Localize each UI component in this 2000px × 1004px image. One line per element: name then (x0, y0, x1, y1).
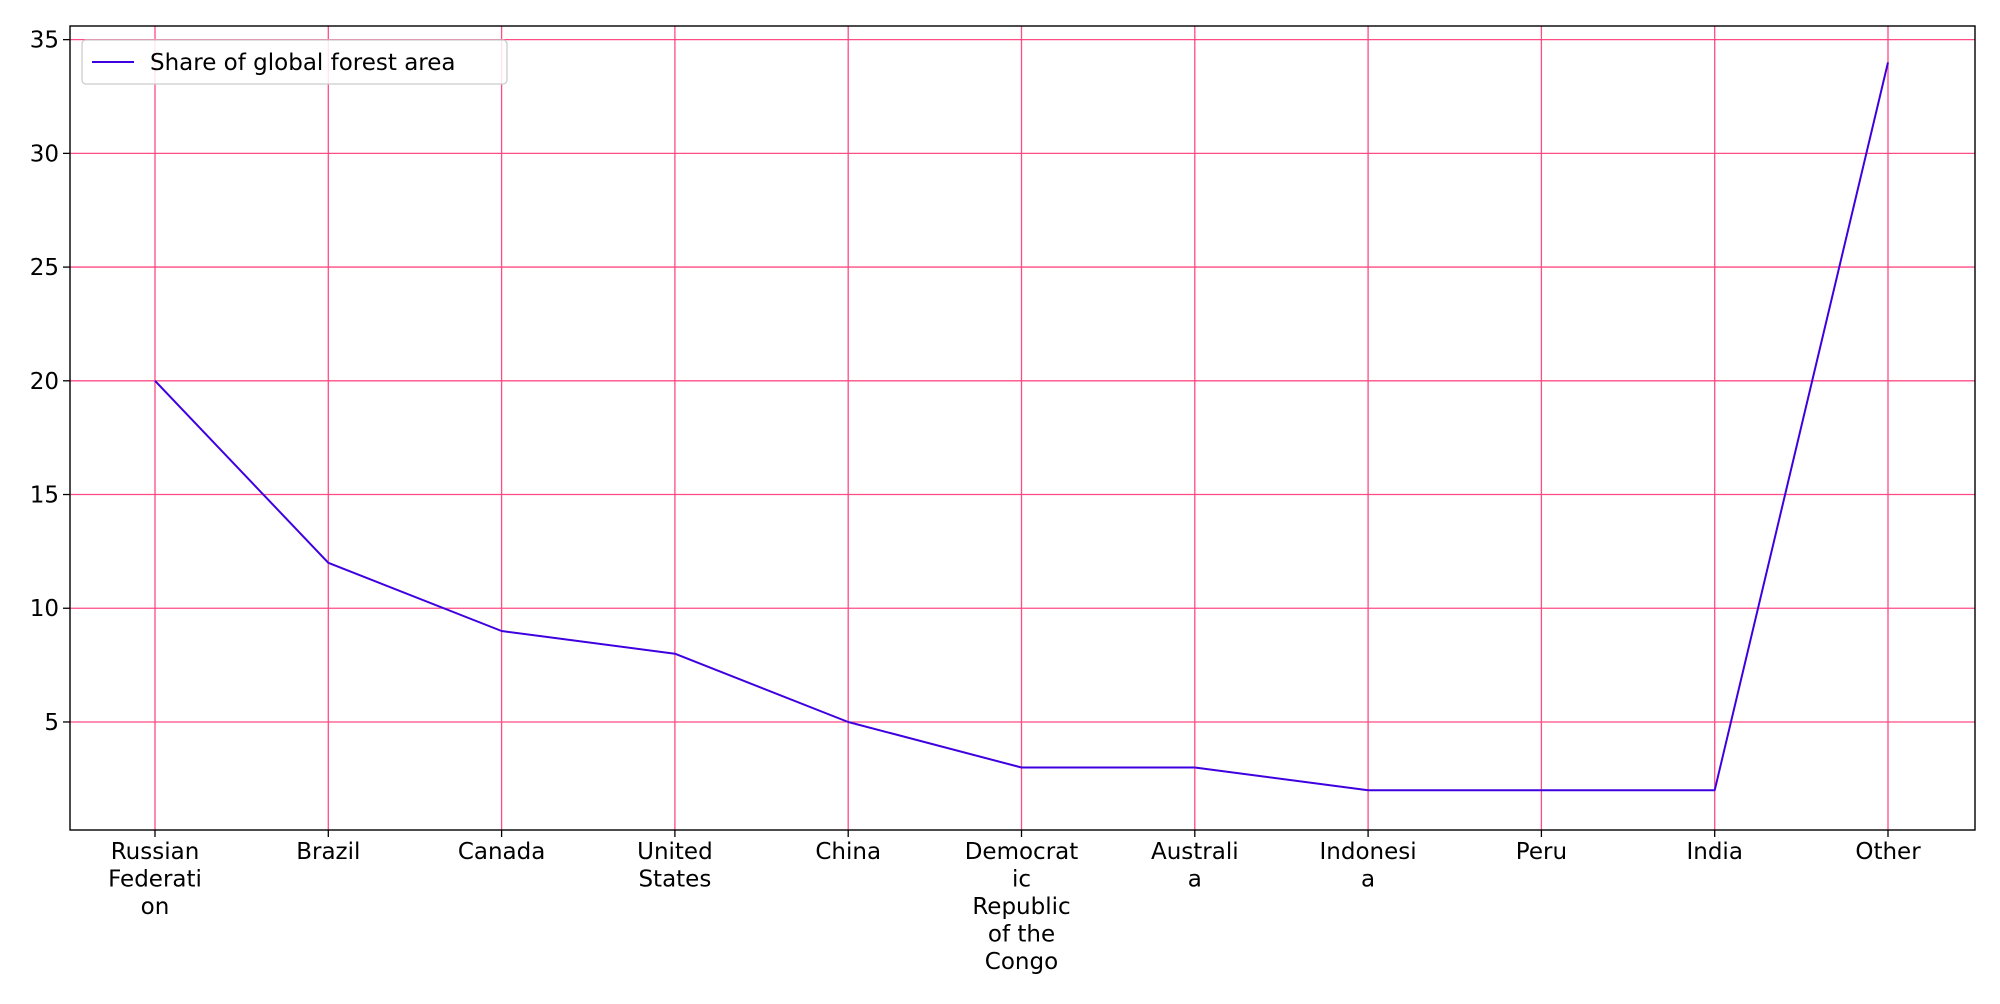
x-tick-label: Canada (458, 839, 546, 865)
x-tick-label-line: Other (1855, 839, 1921, 865)
x-tick-label-line: India (1686, 839, 1742, 865)
grid (70, 26, 1975, 830)
y-tick-label: 10 (30, 596, 59, 622)
legend: Share of global forest area (81, 39, 508, 85)
x-tick-label: Democrat ic Republic of the Congo (965, 839, 1079, 975)
x-tick-label: Other (1855, 839, 1921, 865)
x-tick-label-line: Peru (1516, 839, 1567, 865)
plot-frame (69, 25, 1976, 831)
x-tick-label: India (1686, 839, 1742, 865)
x-tick-label-line: of the (988, 922, 1055, 948)
x-tick-label: United States (637, 839, 713, 893)
x-tick-label: China (815, 839, 881, 865)
series-line (154, 62, 1889, 792)
x-tick-label: Indonesi a (1320, 839, 1417, 893)
x-tick-label: Brazil (296, 839, 360, 865)
x-tick-label: Peru (1516, 839, 1567, 865)
y-tick-label: 5 (44, 710, 59, 736)
x-tick-label-line: Brazil (296, 839, 360, 865)
x-tick-label-line: a (1361, 867, 1375, 893)
x-tick-label-line: Indonesi (1320, 839, 1417, 865)
x-tick-label-line: States (638, 867, 711, 893)
x-tick-label-line: Russian (111, 839, 200, 865)
x-tick-label-line: Australi (1151, 839, 1239, 865)
y-tick-label: 30 (30, 141, 59, 167)
x-tick-label-line: China (815, 839, 881, 865)
x-tick-label-line: Federati (108, 867, 202, 893)
legend-box (81, 39, 508, 85)
x-tick-label-line: Canada (458, 839, 546, 865)
x-tick-label-line: ic (1012, 867, 1031, 893)
x-tick-label-line: Democrat (965, 839, 1079, 865)
x-tick-label-line: a (1188, 867, 1202, 893)
series-layer (154, 62, 1889, 792)
x-tick-label-line: United (637, 839, 713, 865)
x-tick-label-line: Congo (985, 949, 1058, 975)
x-tick-label-line: on (141, 894, 170, 920)
y-tick-label: 15 (30, 483, 59, 509)
y-tick-label: 20 (30, 369, 59, 395)
x-tick-label: Russian Federati on (108, 839, 202, 920)
x-tick-label: Australi a (1151, 839, 1239, 893)
axes: Russian Federati on Brazil Canada United State… (30, 25, 1976, 975)
y-tick-label: 35 (30, 28, 59, 54)
x-tick-label-line: Republic (972, 894, 1070, 920)
legend-label: Share of global forest area (150, 50, 456, 76)
y-tick-label: 25 (30, 255, 59, 281)
